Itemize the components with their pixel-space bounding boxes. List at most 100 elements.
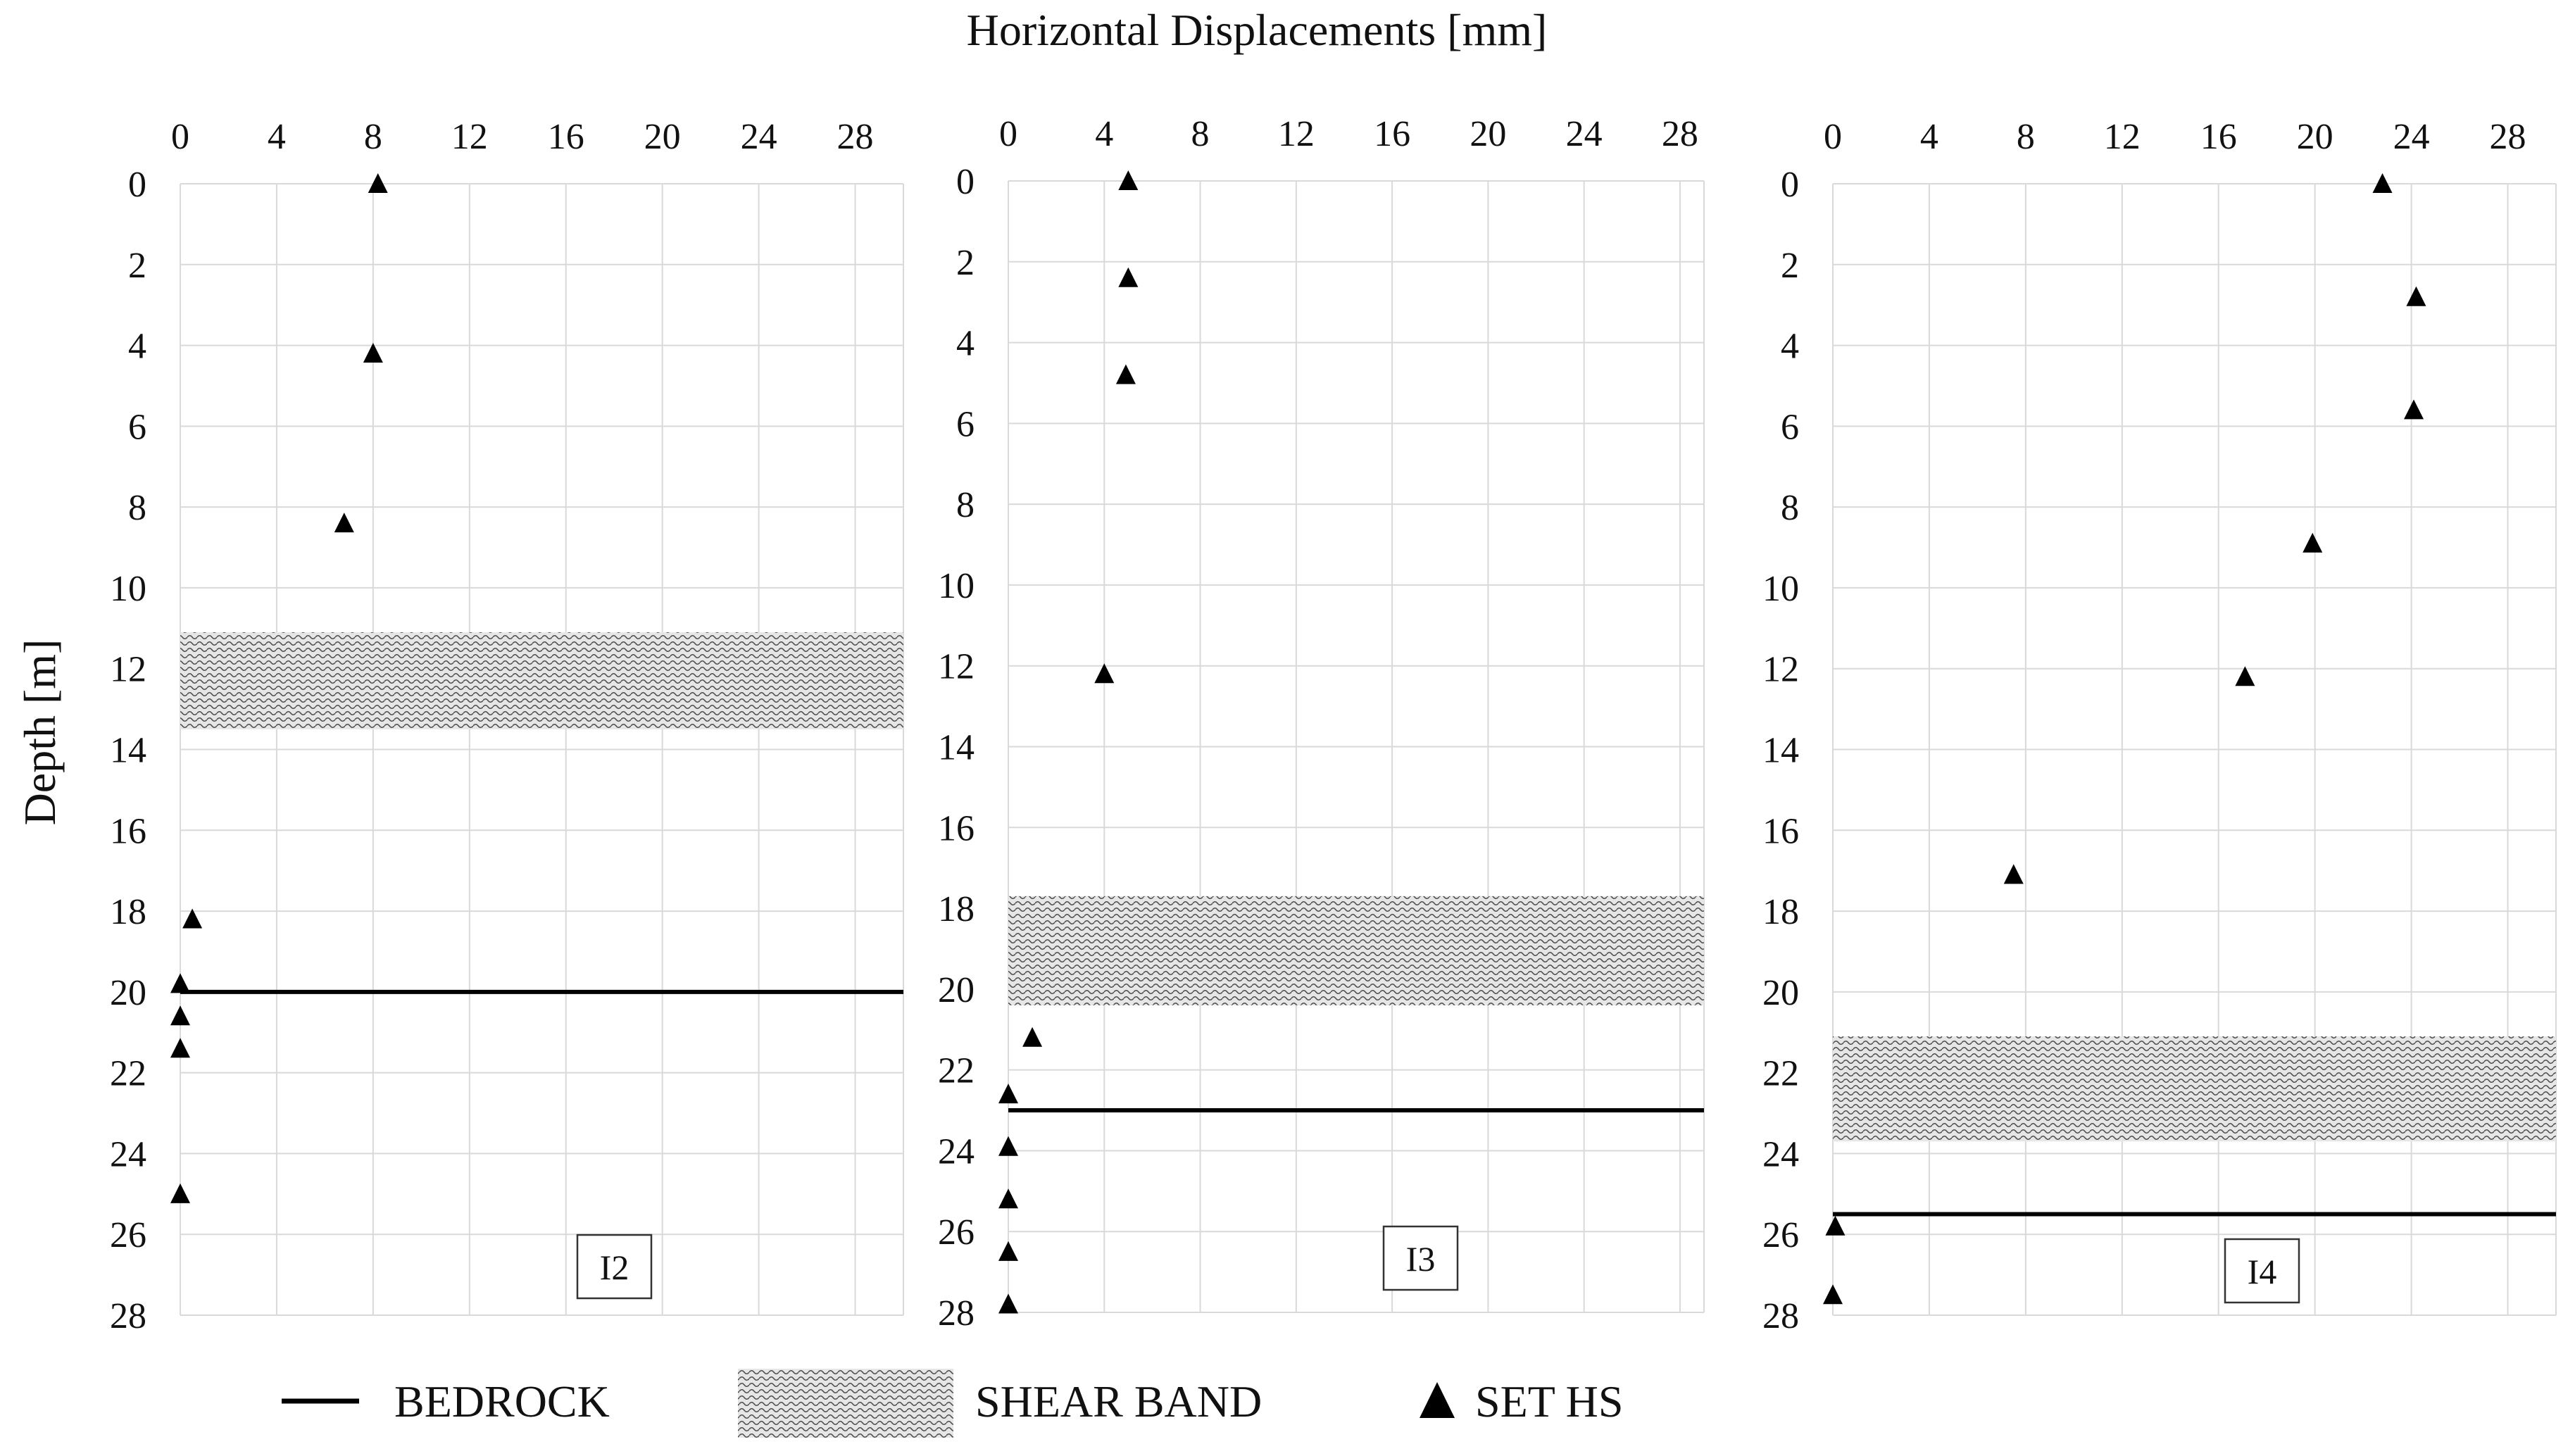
y-tick-label: 4: [956, 324, 975, 364]
data-point: [2235, 666, 2255, 686]
data-point: [998, 1241, 1018, 1261]
data-point: [2303, 532, 2323, 553]
data-point: [2372, 173, 2393, 193]
y-tick-label: 14: [1762, 731, 1799, 771]
y-tick-label: 2: [128, 246, 146, 286]
x-tick-label: 12: [451, 117, 488, 157]
panel-label-box: [2224, 1238, 2300, 1304]
legend: BEDROCK SHEAR BAND SET HS: [282, 1369, 1623, 1438]
legend-shear-band-label: SHEAR BAND: [975, 1376, 1262, 1426]
x-tick-label: 0: [1824, 117, 1842, 157]
x-tick-label: 0: [999, 114, 1017, 154]
y-tick-label: 12: [938, 647, 975, 687]
legend-set-hs-label: SET HS: [1475, 1376, 1623, 1426]
x-tick-label: 4: [1920, 117, 1938, 157]
y-tick-label: 20: [938, 970, 975, 1010]
y-axis-label: Depth [m]: [15, 639, 65, 826]
y-tick-label: 0: [956, 162, 975, 202]
x-tick-label: 4: [1095, 114, 1113, 154]
x-tick-label: 4: [268, 117, 286, 157]
y-tick-label: 28: [110, 1296, 146, 1336]
data-point: [998, 1293, 1018, 1314]
y-tick-label: 0: [128, 165, 146, 205]
y-tick-label: 18: [938, 889, 975, 929]
y-tick-label: 16: [938, 808, 975, 848]
y-tick-label: 16: [110, 811, 146, 851]
data-point: [368, 173, 388, 193]
y-tick-label: 10: [938, 566, 975, 606]
data-point: [334, 513, 354, 533]
chart-panels: 0 4 8 12 16 20 24 280246810121416182022242628I2…: [110, 114, 2557, 1336]
y-tick-label: 12: [110, 650, 146, 690]
panel-label-box: [1382, 1225, 1459, 1291]
y-tick-label: 24: [110, 1134, 146, 1174]
y-tick-label: 20: [110, 973, 146, 1013]
x-tick-label: 28: [1662, 114, 1698, 154]
y-tick-label: 6: [956, 404, 975, 444]
data-point: [1022, 1027, 1043, 1047]
x-tick-label: 20: [1470, 114, 1506, 154]
data-point: [363, 343, 383, 363]
shear-band: [180, 632, 903, 729]
panel-label: I4: [2248, 1252, 2277, 1291]
y-tick-label: 28: [938, 1293, 975, 1333]
panel-label: I3: [1406, 1239, 1436, 1279]
y-tick-label: 8: [1781, 488, 1799, 528]
data-point: [1825, 1215, 1846, 1236]
y-tick-label: 26: [938, 1212, 975, 1253]
x-tick-label: 24: [741, 117, 777, 157]
x-tick-label: 8: [1191, 114, 1210, 154]
data-point: [2003, 864, 2024, 884]
y-tick-label: 16: [1762, 811, 1799, 851]
y-tick-label: 24: [1762, 1134, 1799, 1174]
data-point: [1118, 267, 1139, 287]
x-tick-label: 8: [2017, 117, 2035, 157]
x-tick-label: 28: [2490, 117, 2526, 157]
data-point: [170, 1005, 190, 1026]
x-tick-label: 12: [2104, 117, 2141, 157]
shear-band: [1833, 1036, 2556, 1142]
data-point: [170, 1038, 190, 1058]
y-tick-label: 24: [938, 1131, 975, 1172]
y-tick-label: 8: [128, 488, 146, 528]
y-tick-label: 26: [1762, 1215, 1799, 1255]
y-tick-label: 18: [1762, 892, 1799, 932]
data-point: [1823, 1284, 1843, 1305]
y-tick-label: 20: [1762, 973, 1799, 1013]
y-tick-label: 14: [938, 728, 975, 768]
panel-label: I2: [600, 1248, 629, 1287]
x-tick-label: 12: [1278, 114, 1315, 154]
panel-label-box: [576, 1234, 653, 1300]
x-tick-label: 28: [837, 117, 874, 157]
y-tick-label: 0: [1781, 165, 1799, 205]
y-tick-label: 22: [938, 1051, 975, 1091]
y-tick-label: 4: [1781, 327, 1799, 367]
y-tick-label: 2: [1781, 246, 1799, 286]
legend-shear-band-swatch: [738, 1369, 953, 1438]
legend-bedrock-label: BEDROCK: [394, 1376, 610, 1426]
x-tick-label: 24: [1566, 114, 1603, 154]
y-tick-label: 2: [956, 243, 975, 283]
x-tick-label: 16: [1374, 114, 1410, 154]
y-tick-label: 18: [110, 892, 146, 932]
y-tick-label: 26: [110, 1215, 146, 1255]
data-point: [998, 1136, 1018, 1156]
x-tick-label: 0: [171, 117, 189, 157]
x-tick-label: 16: [2200, 117, 2237, 157]
y-tick-label: 22: [110, 1054, 146, 1094]
x-tick-label: 20: [644, 117, 681, 157]
x-tick-label: 24: [2393, 117, 2430, 157]
data-point: [1094, 663, 1115, 684]
x-tick-label: 8: [364, 117, 382, 157]
y-tick-label: 6: [128, 407, 146, 447]
data-point: [170, 1183, 190, 1203]
y-tick-label: 12: [1762, 650, 1799, 690]
x-tick-label: 16: [548, 117, 584, 157]
data-point: [998, 1188, 1018, 1209]
x-tick-label: 20: [2297, 117, 2333, 157]
y-tick-label: 14: [110, 731, 146, 771]
